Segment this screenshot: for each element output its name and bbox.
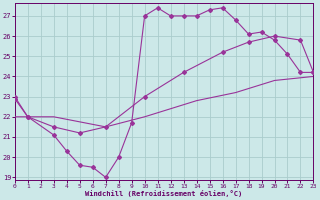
X-axis label: Windchill (Refroidissement éolien,°C): Windchill (Refroidissement éolien,°C)	[85, 190, 243, 197]
